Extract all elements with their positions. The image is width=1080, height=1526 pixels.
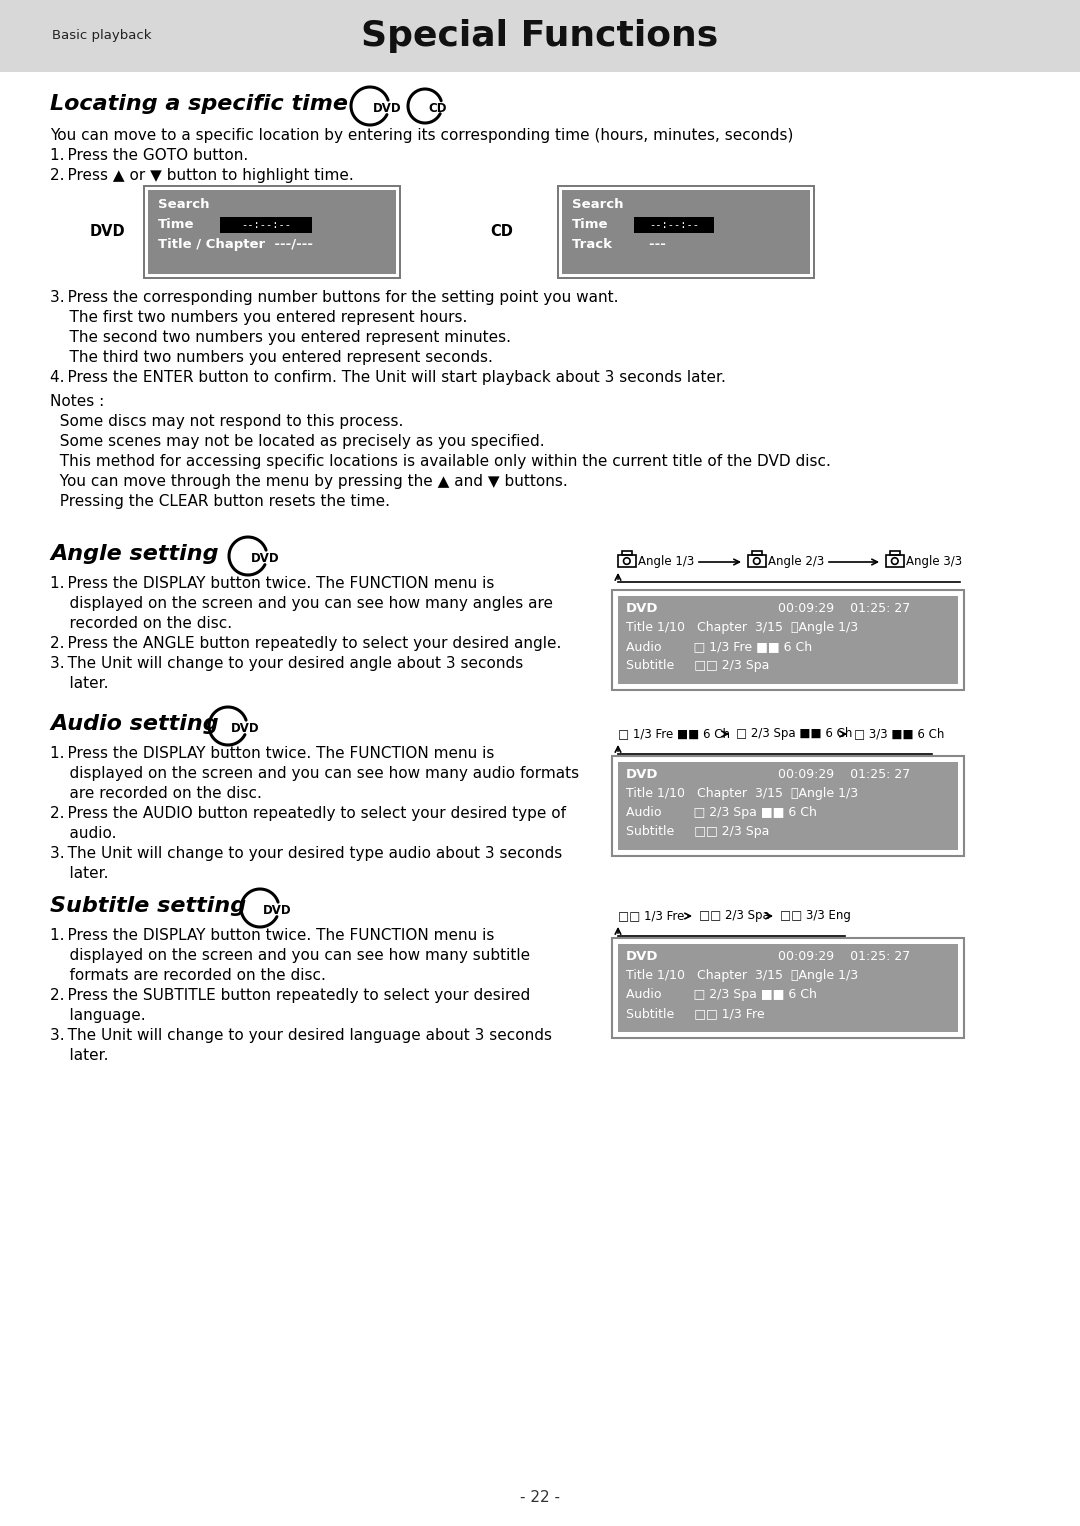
Text: 2. Press the ANGLE button repeatedly to select your desired angle.: 2. Press the ANGLE button repeatedly to … [50, 636, 562, 652]
Text: You can move to a specific location by entering its corresponding time (hours, m: You can move to a specific location by e… [50, 128, 794, 143]
Text: 4. Press the ENTER button to confirm. The Unit will start playback about 3 secon: 4. Press the ENTER button to confirm. Th… [50, 369, 726, 385]
Text: Audio        □ 2/3 Spa ■■ 6 Ch: Audio □ 2/3 Spa ■■ 6 Ch [626, 806, 816, 819]
Text: - 22 -: - 22 - [519, 1489, 561, 1505]
Text: Audio        □ 1/3 Fre ■■ 6 Ch: Audio □ 1/3 Fre ■■ 6 Ch [626, 639, 812, 653]
Text: 3. Press the corresponding number buttons for the setting point you want.: 3. Press the corresponding number button… [50, 290, 619, 305]
Text: Angle 2/3: Angle 2/3 [768, 555, 824, 569]
Text: 2. Press the SUBTITLE button repeatedly to select your desired: 2. Press the SUBTITLE button repeatedly … [50, 987, 530, 1003]
Text: formats are recorded on the disc.: formats are recorded on the disc. [50, 967, 326, 983]
Text: Basic playback: Basic playback [52, 29, 151, 43]
Text: displayed on the screen and you can see how many angles are: displayed on the screen and you can see … [50, 597, 553, 610]
Text: 00:09:29    01:25: 27: 00:09:29 01:25: 27 [778, 601, 910, 615]
Text: displayed on the screen and you can see how many subtitle: displayed on the screen and you can see … [50, 948, 530, 963]
Text: later.: later. [50, 865, 108, 881]
Text: Time: Time [572, 218, 608, 230]
Text: --:--:--: --:--:-- [649, 220, 699, 230]
Text: DVD: DVD [251, 551, 280, 565]
Text: DVD: DVD [90, 224, 125, 240]
FancyBboxPatch shape [618, 597, 958, 684]
FancyBboxPatch shape [618, 945, 958, 1032]
Text: Search: Search [158, 198, 210, 211]
Text: The third two numbers you entered represent seconds.: The third two numbers you entered repres… [50, 349, 492, 365]
Text: □□ 1/3 Fre: □□ 1/3 Fre [618, 909, 685, 923]
Text: Pressing the CLEAR button resets the time.: Pressing the CLEAR button resets the tim… [50, 494, 390, 510]
Text: CD: CD [428, 102, 446, 114]
FancyBboxPatch shape [0, 0, 1080, 72]
FancyBboxPatch shape [562, 191, 810, 275]
Text: 00:09:29    01:25: 27: 00:09:29 01:25: 27 [778, 768, 910, 781]
Text: The second two numbers you entered represent minutes.: The second two numbers you entered repre… [50, 330, 511, 345]
Text: DVD: DVD [626, 601, 659, 615]
Text: 3. The Unit will change to your desired type audio about 3 seconds: 3. The Unit will change to your desired … [50, 845, 563, 861]
Text: 2. Press the AUDIO button repeatedly to select your desired type of: 2. Press the AUDIO button repeatedly to … [50, 806, 566, 821]
Text: displayed on the screen and you can see how many audio formats: displayed on the screen and you can see … [50, 766, 579, 781]
Text: later.: later. [50, 676, 108, 691]
Text: CD: CD [490, 224, 513, 240]
Text: audio.: audio. [50, 826, 117, 841]
Text: Subtitle setting: Subtitle setting [50, 896, 246, 916]
Text: Notes :: Notes : [50, 394, 105, 409]
FancyBboxPatch shape [148, 191, 396, 275]
Text: □□ 3/3 Eng: □□ 3/3 Eng [780, 909, 851, 923]
Text: Angle 3/3: Angle 3/3 [906, 555, 962, 569]
Text: 1. Press the DISPLAY button twice. The FUNCTION menu is: 1. Press the DISPLAY button twice. The F… [50, 746, 495, 761]
Text: 1. Press the DISPLAY button twice. The FUNCTION menu is: 1. Press the DISPLAY button twice. The F… [50, 575, 495, 591]
Text: Time: Time [158, 218, 194, 230]
Text: The first two numbers you entered represent hours.: The first two numbers you entered repres… [50, 310, 468, 325]
Text: DVD: DVD [231, 722, 259, 734]
Text: Special Functions: Special Functions [362, 18, 718, 53]
Text: Audio        □ 2/3 Spa ■■ 6 Ch: Audio □ 2/3 Spa ■■ 6 Ch [626, 987, 816, 1001]
Text: 3. The Unit will change to your desired language about 3 seconds: 3. The Unit will change to your desired … [50, 1029, 552, 1042]
Text: are recorded on the disc.: are recorded on the disc. [50, 786, 261, 801]
Text: □ 1/3 Fre ■■ 6 Ch: □ 1/3 Fre ■■ 6 Ch [618, 728, 730, 740]
FancyBboxPatch shape [144, 186, 400, 278]
Text: 3. The Unit will change to your desired angle about 3 seconds: 3. The Unit will change to your desired … [50, 656, 523, 671]
FancyBboxPatch shape [612, 938, 964, 1038]
Text: This method for accessing specific locations is available only within the curren: This method for accessing specific locat… [50, 455, 831, 468]
Text: Locating a specific time: Locating a specific time [50, 95, 348, 114]
Text: later.: later. [50, 1048, 108, 1064]
Text: Subtitle     □□ 2/3 Spa: Subtitle □□ 2/3 Spa [626, 659, 769, 671]
Text: □□ 2/3 Spa: □□ 2/3 Spa [699, 909, 770, 923]
FancyBboxPatch shape [220, 217, 312, 233]
FancyBboxPatch shape [618, 761, 958, 850]
Text: --:--:--: --:--:-- [241, 220, 291, 230]
Text: language.: language. [50, 1009, 146, 1022]
FancyBboxPatch shape [634, 217, 714, 233]
Text: Angle setting: Angle setting [50, 543, 218, 565]
Text: Title / Chapter  ---/---: Title / Chapter ---/--- [158, 238, 313, 250]
FancyBboxPatch shape [558, 186, 814, 278]
Text: Title 1/10   Chapter  3/15  ⭘Angle 1/3: Title 1/10 Chapter 3/15 ⭘Angle 1/3 [626, 969, 859, 983]
Text: Title 1/10   Chapter  3/15  ⭘Angle 1/3: Title 1/10 Chapter 3/15 ⭘Angle 1/3 [626, 621, 859, 633]
Text: recorded on the disc.: recorded on the disc. [50, 617, 232, 630]
FancyBboxPatch shape [612, 755, 964, 856]
Text: □ 3/3 ■■ 6 Ch: □ 3/3 ■■ 6 Ch [854, 728, 944, 740]
Text: DVD: DVD [264, 903, 292, 917]
Text: DVD: DVD [626, 951, 659, 963]
Text: Search: Search [572, 198, 623, 211]
Text: □ 2/3 Spa ■■ 6 Ch: □ 2/3 Spa ■■ 6 Ch [735, 728, 852, 740]
Text: Some discs may not respond to this process.: Some discs may not respond to this proce… [50, 414, 403, 429]
Text: 2. Press ▲ or ▼ button to highlight time.: 2. Press ▲ or ▼ button to highlight time… [50, 168, 354, 183]
Text: 1. Press the GOTO button.: 1. Press the GOTO button. [50, 148, 248, 163]
Text: 00:09:29    01:25: 27: 00:09:29 01:25: 27 [778, 951, 910, 963]
Text: Subtitle     □□ 2/3 Spa: Subtitle □□ 2/3 Spa [626, 826, 769, 838]
FancyBboxPatch shape [612, 591, 964, 690]
Text: Title 1/10   Chapter  3/15  ⭘Angle 1/3: Title 1/10 Chapter 3/15 ⭘Angle 1/3 [626, 787, 859, 800]
Text: Some scenes may not be located as precisely as you specified.: Some scenes may not be located as precis… [50, 433, 544, 449]
Text: Subtitle     □□ 1/3 Fre: Subtitle □□ 1/3 Fre [626, 1007, 765, 1019]
Text: Angle 1/3: Angle 1/3 [638, 555, 694, 569]
Text: You can move through the menu by pressing the ▲ and ▼ buttons.: You can move through the menu by pressin… [50, 475, 568, 488]
Text: 1. Press the DISPLAY button twice. The FUNCTION menu is: 1. Press the DISPLAY button twice. The F… [50, 928, 495, 943]
Text: DVD: DVD [373, 102, 402, 114]
Text: DVD: DVD [626, 768, 659, 781]
Text: Track        ---: Track --- [572, 238, 666, 250]
Text: Audio setting: Audio setting [50, 714, 218, 734]
